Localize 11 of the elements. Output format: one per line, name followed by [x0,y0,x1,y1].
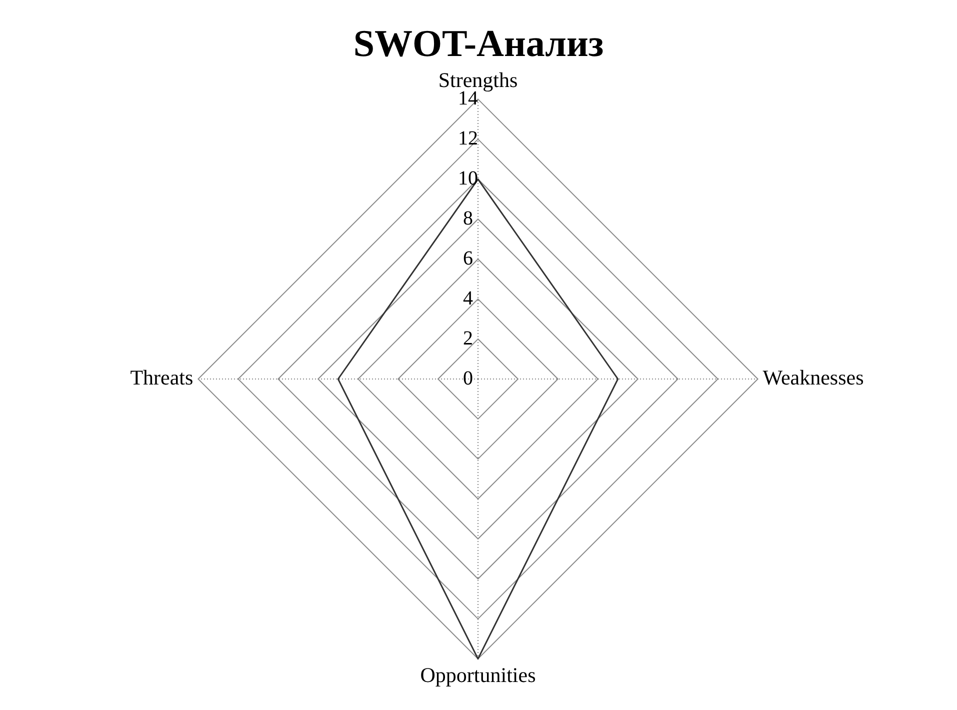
y-tick-label: 2 [463,327,473,350]
y-tick-label: 6 [463,247,473,270]
spoke-label: Threats [130,366,194,390]
y-tick-label: 12 [458,127,478,150]
y-tick-label: 10 [458,167,478,190]
spoke-label: Weaknesses [762,366,864,390]
chart-title: SWOT-Анализ [352,22,605,67]
y-tick-label: 0 [463,367,473,390]
y-tick-label: 4 [463,287,473,310]
y-tick-label: 8 [463,207,473,230]
spoke-label: Opportunities [420,662,536,687]
